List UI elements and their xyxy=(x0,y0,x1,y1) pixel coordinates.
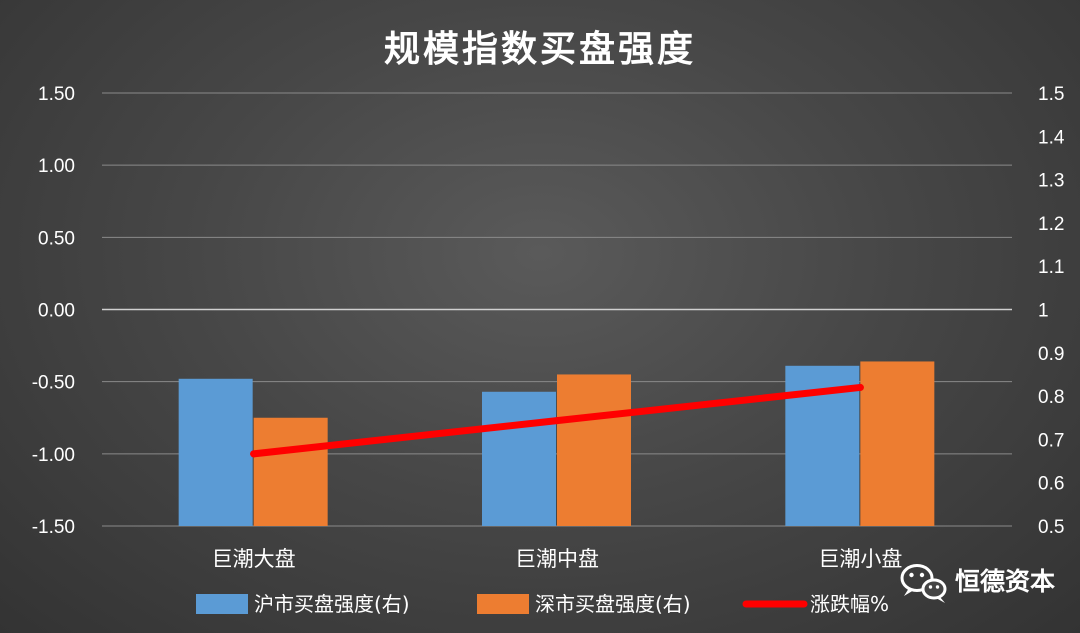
bars xyxy=(178,361,935,526)
right-tick-label: 1.2 xyxy=(1038,214,1064,235)
right-tick-label: 1.3 xyxy=(1038,171,1064,192)
right-tick-label: 0.5 xyxy=(1038,517,1064,538)
left-tick-label: -0.50 xyxy=(32,373,75,394)
legend-swatch xyxy=(477,594,529,614)
right-tick-label: 0.9 xyxy=(1038,344,1064,365)
right-tick-label: 0.7 xyxy=(1038,430,1064,451)
left-tick-label: -1.00 xyxy=(32,445,75,466)
category-labels: 巨潮大盘 巨潮中盘 巨潮小盘 xyxy=(212,547,903,571)
line-series xyxy=(250,383,864,458)
right-tick-label: 1 xyxy=(1038,301,1049,322)
legend-swatch xyxy=(196,594,248,614)
line-point-0 xyxy=(250,450,258,458)
legend-label: 沪市买盘强度(右) xyxy=(254,592,410,616)
left-tick-label: -1.50 xyxy=(32,517,75,538)
legend-label: 涨跌幅% xyxy=(810,592,889,616)
left-axis-ticks: 1.50 1.00 0.50 0.00 -0.50 -1.00 -1.50 xyxy=(32,84,75,538)
chart-title: 规模指数买盘强度 xyxy=(384,28,696,70)
category-label: 巨潮小盘 xyxy=(818,547,902,571)
category-label: 巨潮中盘 xyxy=(515,547,599,571)
bar-sz-1 xyxy=(557,374,631,526)
wechat-icon xyxy=(900,564,947,603)
right-axis-ticks: 1.5 1.4 1.3 1.2 1.1 1 0.9 0.8 0.7 0.6 0.5 xyxy=(1038,84,1065,538)
right-tick-label: 1.4 xyxy=(1038,127,1065,148)
bar-sh-0 xyxy=(178,378,253,526)
right-tick-label: 1.1 xyxy=(1038,257,1064,278)
bar-sz-2 xyxy=(860,361,935,526)
right-tick-label: 1.5 xyxy=(1038,84,1064,105)
bar-sz-0 xyxy=(253,417,328,526)
left-tick-label: 0.00 xyxy=(38,301,75,322)
category-label: 巨潮大盘 xyxy=(212,547,296,571)
watermark-text: 恒德资本 xyxy=(955,567,1055,596)
watermark: 恒德资本 xyxy=(900,564,1055,603)
right-tick-label: 0.8 xyxy=(1038,387,1064,408)
legend: 沪市买盘强度(右) 深市买盘强度(右) 涨跌幅% xyxy=(196,592,889,616)
line-point-1 xyxy=(553,417,561,425)
right-tick-label: 0.6 xyxy=(1038,474,1064,495)
left-tick-label: 0.50 xyxy=(38,228,75,249)
left-tick-label: 1.50 xyxy=(38,84,75,105)
bar-sh-1 xyxy=(482,391,556,526)
line-point-2 xyxy=(856,383,864,391)
legend-label: 深市买盘强度(右) xyxy=(535,592,691,616)
left-tick-label: 1.00 xyxy=(38,156,75,177)
